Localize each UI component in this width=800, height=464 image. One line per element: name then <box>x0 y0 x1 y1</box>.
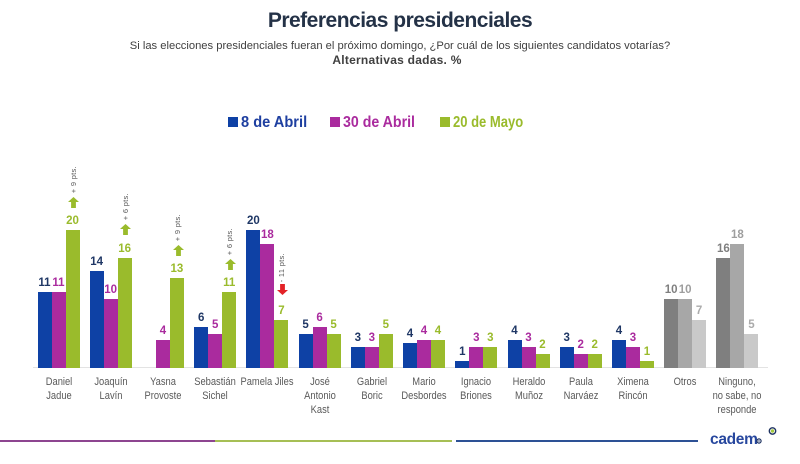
svg-text:cadem: cadem <box>710 431 758 448</box>
